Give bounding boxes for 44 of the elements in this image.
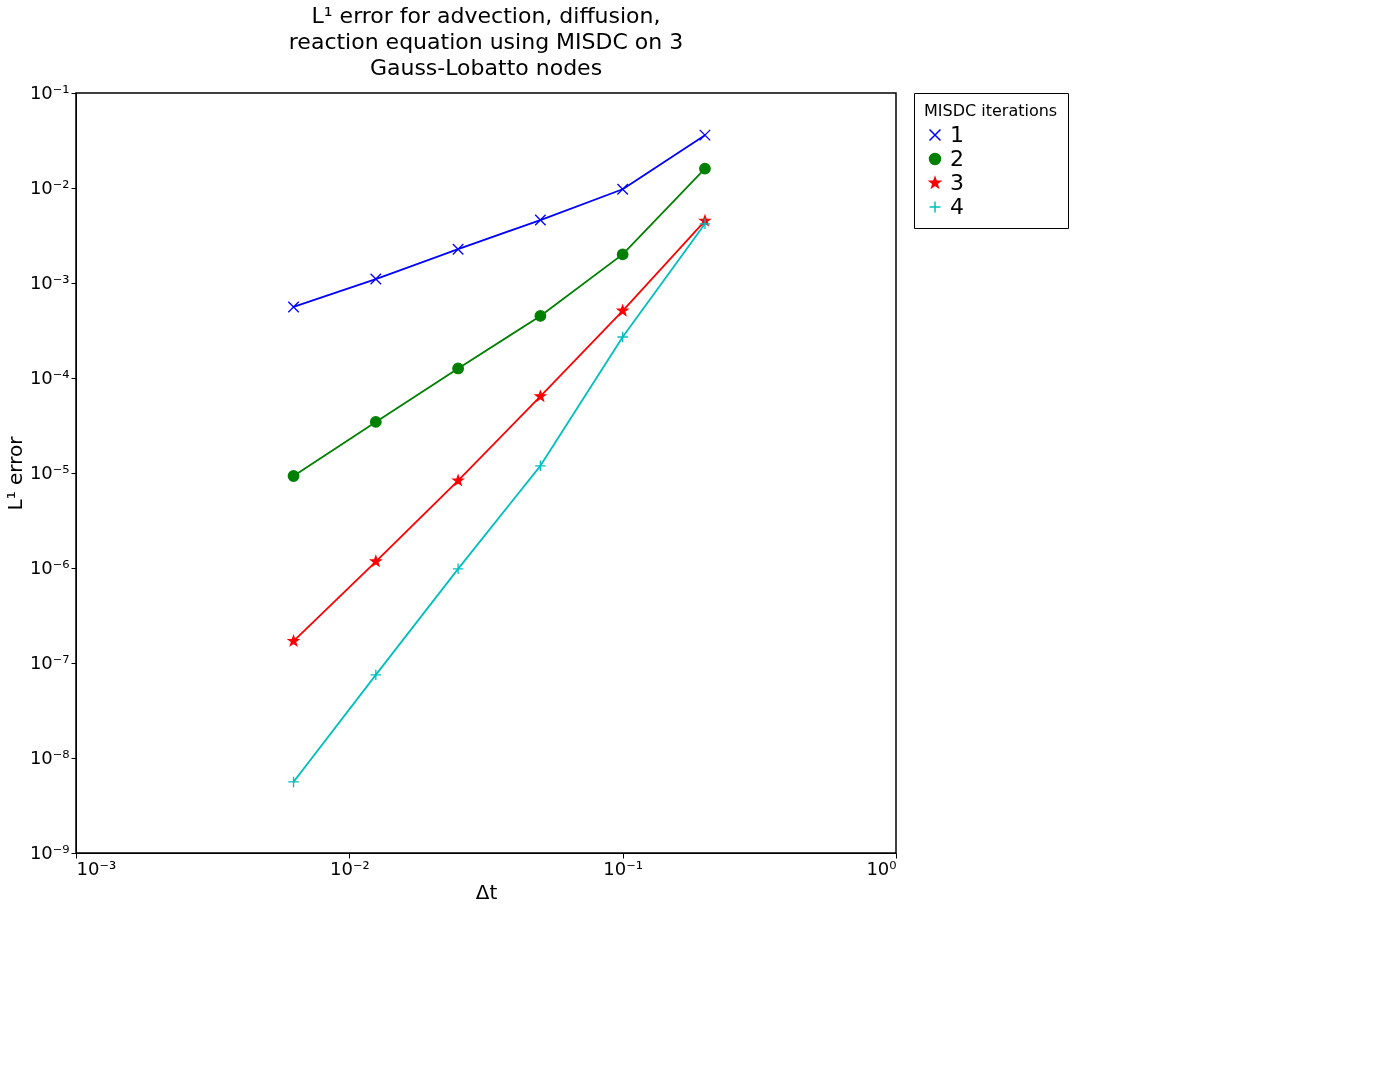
point xyxy=(699,162,711,175)
point xyxy=(616,331,629,343)
y-tick-label: 10⁻³ xyxy=(29,271,70,293)
point xyxy=(452,562,464,575)
point xyxy=(370,555,382,567)
point xyxy=(369,668,382,681)
x-axis-title: Δt xyxy=(475,879,498,904)
point xyxy=(369,273,382,285)
y-tick-label: 10⁻⁷ xyxy=(29,651,70,673)
legend-label: 2 xyxy=(950,146,964,171)
point xyxy=(452,243,464,256)
point xyxy=(287,635,300,646)
x-tick-label: 10⁻³ xyxy=(76,857,117,879)
legend-label: 3 xyxy=(950,170,964,195)
x-tick-label: 10⁻² xyxy=(330,857,370,879)
point xyxy=(534,214,547,226)
point xyxy=(699,129,711,142)
point xyxy=(699,217,711,230)
point xyxy=(616,183,629,196)
y-tick-label: 10⁻⁵ xyxy=(29,461,70,483)
legend-label: 4 xyxy=(950,194,964,219)
point xyxy=(369,416,382,428)
point xyxy=(287,776,300,788)
point xyxy=(534,459,547,472)
point xyxy=(534,390,547,402)
legend-title: MISDC iterations xyxy=(924,101,1058,120)
point xyxy=(616,248,629,261)
y-tick-label: 10⁻⁶ xyxy=(29,556,70,578)
point xyxy=(617,304,629,316)
x-tick-label: 10⁰ xyxy=(866,857,897,879)
chart-title: L¹ error for advection, diffusion, reaction equation using MISDC on 3 Gauss-Lobatto nodes xyxy=(288,3,684,80)
y-tick-label: 10⁻² xyxy=(29,176,70,198)
y-tick-label: 10⁻⁹ xyxy=(29,841,70,863)
point xyxy=(287,470,300,482)
point xyxy=(452,474,464,486)
y-tick-label: 10⁻⁴ xyxy=(29,366,70,388)
legend-label: 1 xyxy=(950,122,964,147)
point xyxy=(534,310,547,322)
point xyxy=(452,362,464,375)
y-tick-label: 10⁻⁸ xyxy=(29,746,70,768)
x-tick-label: 10⁻¹ xyxy=(603,857,643,879)
y-tick-label: 10⁻¹ xyxy=(29,81,70,103)
y-axis-title: L¹ error xyxy=(2,435,27,511)
point xyxy=(287,301,300,313)
